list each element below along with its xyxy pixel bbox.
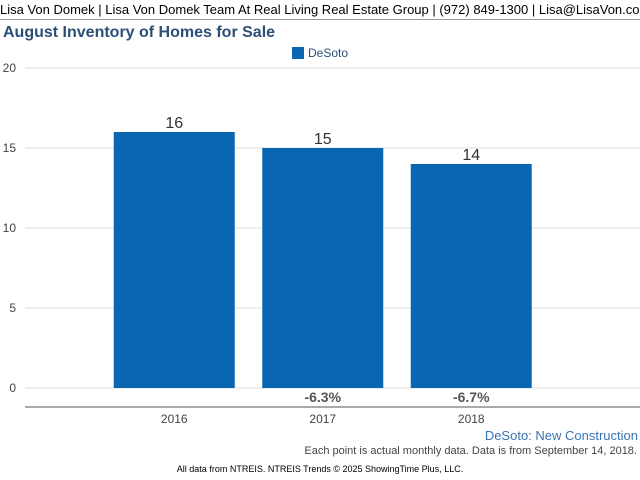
y-tick-label-20: 20 xyxy=(3,61,17,75)
y-tick-label-15: 15 xyxy=(3,141,17,155)
x-tick-label-2018: 2018 xyxy=(458,412,485,426)
bar-value-label-2016: 16 xyxy=(165,115,183,132)
change-label-2018: -6.7% xyxy=(453,389,490,405)
header-contact-bar: Lisa Von Domek | Lisa Von Domek Team At … xyxy=(0,0,640,20)
legend[interactable]: DeSoto xyxy=(292,45,348,61)
footer-note: Each point is actual monthly data. Data … xyxy=(304,445,637,457)
change-label-2017: -6.3% xyxy=(304,389,341,405)
x-tick-label-2016: 2016 xyxy=(161,412,188,426)
bar-value-label-2018: 14 xyxy=(462,147,480,164)
chart-title: August Inventory of Homes for Sale xyxy=(3,24,276,41)
bar-2016 xyxy=(113,132,235,388)
y-tick-label-5: 5 xyxy=(9,301,16,315)
bar-value-label-2017: 15 xyxy=(314,131,332,148)
legend-swatch-desoto xyxy=(292,47,304,59)
bar-2018 xyxy=(410,164,532,388)
y-tick-label-10: 10 xyxy=(3,221,17,235)
legend-label-desoto: DeSoto xyxy=(308,46,349,60)
footer-series-label: DeSoto: New Construction xyxy=(484,428,638,443)
y-tick-label-0: 0 xyxy=(9,381,16,395)
bar-2017 xyxy=(262,148,384,388)
footer-source: All data from NTREIS. NTREIS Trends © 20… xyxy=(176,464,464,474)
x-tick-label-2017: 2017 xyxy=(309,412,336,426)
